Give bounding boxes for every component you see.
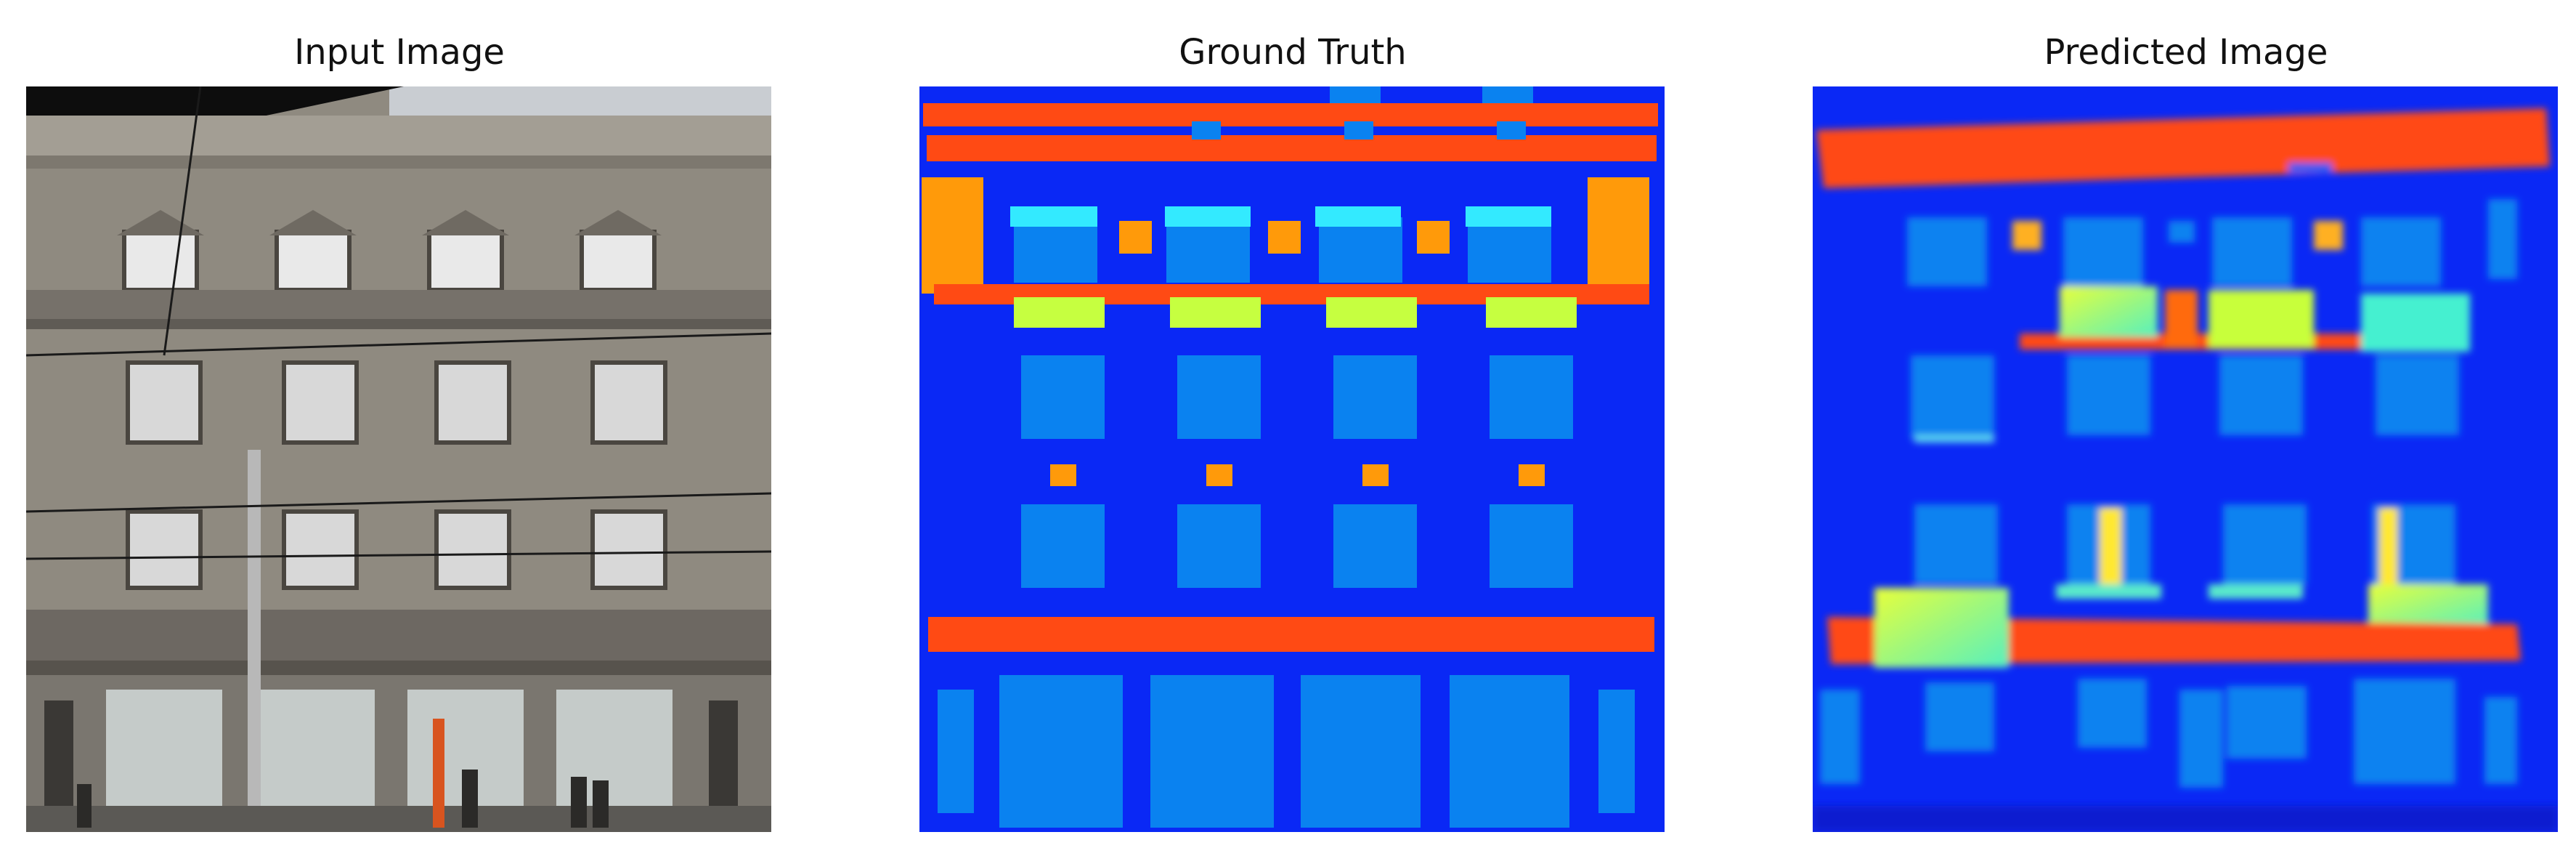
ground-truth-panel: Ground Truth <box>893 0 1692 848</box>
predicted-label-map <box>1813 86 2558 832</box>
predicted-image <box>1813 86 2558 832</box>
segmentation-label-map <box>919 86 1665 832</box>
input-image-title: Input Image <box>0 32 799 73</box>
ground-truth-title: Ground Truth <box>893 32 1692 73</box>
input-image <box>26 86 771 832</box>
ground-truth-image <box>919 86 1665 832</box>
input-image-panel: Input Image <box>0 0 799 848</box>
predicted-image-title: Predicted Image <box>1787 32 2576 73</box>
predicted-image-panel: Predicted Image <box>1787 0 2576 848</box>
building-facade-photo <box>26 86 771 832</box>
